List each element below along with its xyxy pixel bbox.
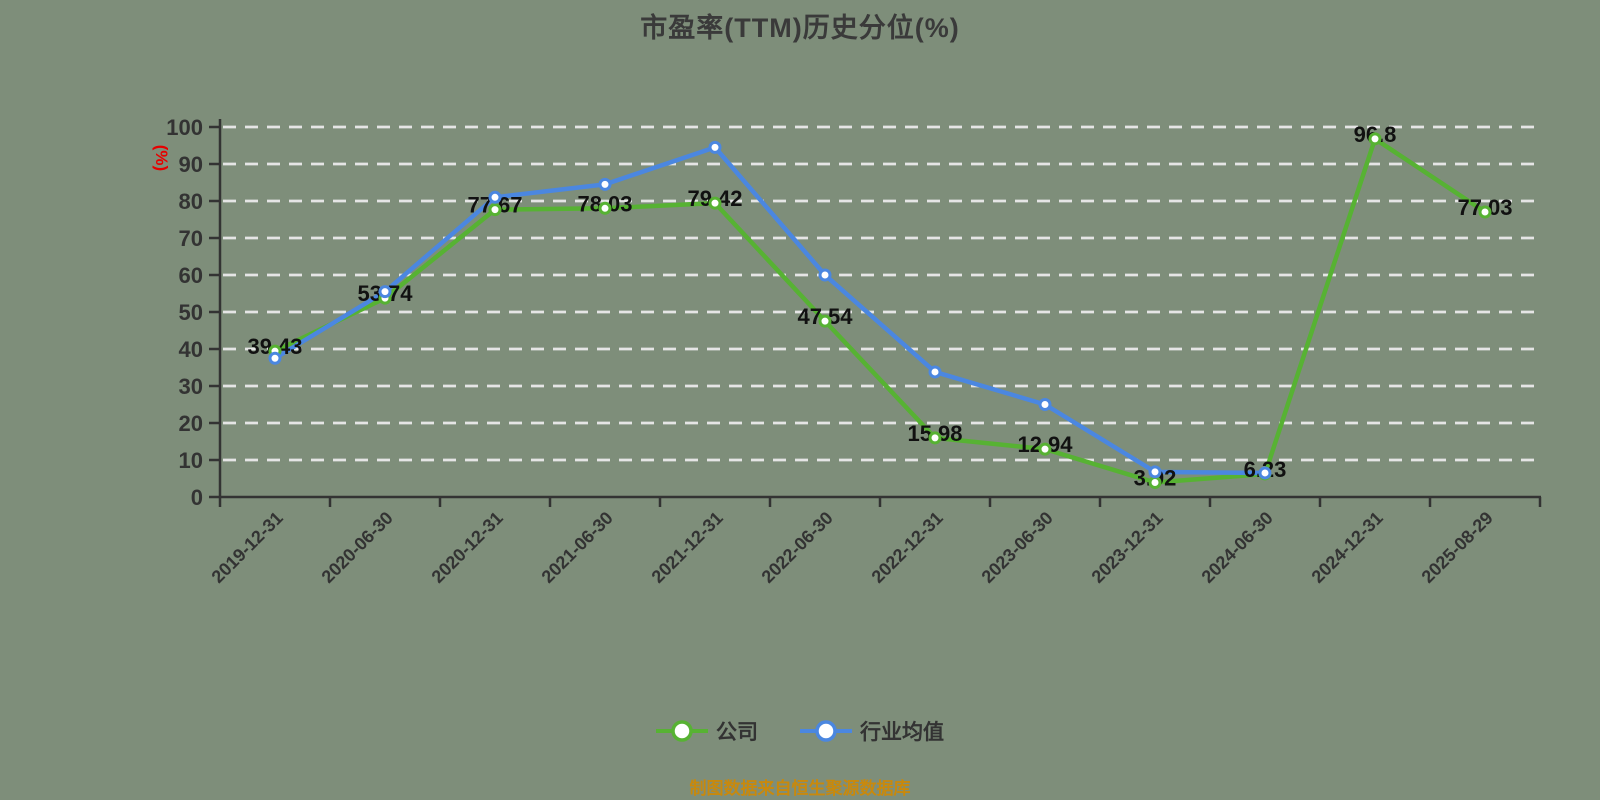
data-point-公司-2020-12-31[interactable]: [488, 203, 502, 217]
data-point-公司-2024-12-31[interactable]: [1368, 132, 1382, 146]
y-tick-label-10: 10: [179, 448, 203, 473]
legend-label-company: 公司: [716, 721, 758, 744]
series-line-行业均值: [272, 145, 1268, 476]
legend-item-company[interactable]: 公司: [656, 716, 758, 746]
x-axis-label-2021-12-31: 2021-12-31: [648, 508, 727, 587]
data-point-行业均值-2022-06-30[interactable]: [818, 268, 832, 282]
y-tick-label-70: 70: [179, 226, 203, 251]
company-line-marker-icon: [656, 720, 708, 742]
data-point-公司-2021-12-31[interactable]: [708, 196, 722, 210]
data-point-行业均值-2023-06-30[interactable]: [1038, 398, 1052, 411]
data-point-公司-2021-06-30[interactable]: [598, 201, 612, 215]
y-tick-label-20: 20: [179, 411, 203, 436]
data-point-行业均值-2021-12-31[interactable]: [708, 140, 722, 154]
x-axis-label-2024-12-31: 2024-12-31: [1308, 508, 1387, 587]
legend-item-industry[interactable]: 行业均值: [800, 716, 944, 746]
chart-title: 市盈率(TTM)历史分位(%): [640, 13, 960, 43]
data-point-行业均值-2023-12-31[interactable]: [1148, 465, 1162, 479]
x-axis-label-2025-08-29: 2025-08-29: [1418, 508, 1497, 587]
data-point-公司-2025-08-29[interactable]: [1478, 205, 1492, 219]
data-point-行业均值-2024-06-30[interactable]: [1258, 466, 1272, 480]
data-point-公司-2023-12-31[interactable]: [1148, 475, 1162, 489]
x-axis-label-2023-06-30: 2023-06-30: [978, 508, 1057, 587]
legend: 公司 行业均值: [0, 716, 1600, 746]
x-axis-label-2023-12-31: 2023-12-31: [1088, 508, 1167, 587]
y-tick-label-60: 60: [179, 263, 203, 288]
y-tick-label-40: 40: [179, 337, 203, 362]
data-point-行业均值-2020-06-30[interactable]: [378, 285, 392, 299]
x-axis-label-2020-06-30: 2020-06-30: [318, 508, 397, 587]
x-axis-label-2024-06-30: 2024-06-30: [1198, 508, 1277, 587]
y-tick-label-90: 90: [179, 152, 203, 177]
data-source-note: 制图数据来自恒生聚源数据库: [689, 779, 911, 798]
x-axis-label-2022-12-31: 2022-12-31: [868, 508, 947, 587]
data-point-行业均值-2019-12-31[interactable]: [268, 351, 282, 365]
x-axis-label-2019-12-31: 2019-12-31: [208, 508, 287, 587]
y-tick-label-100: 100: [166, 115, 203, 140]
x-axis-label-2020-12-31: 2020-12-31: [428, 508, 507, 587]
x-axis-label-2021-06-30: 2021-06-30: [538, 508, 617, 587]
y-tick-label-0: 0: [191, 485, 203, 510]
data-point-行业均值-2020-12-31[interactable]: [488, 190, 502, 204]
series-line-公司: [272, 136, 1488, 485]
y-tick-label-30: 30: [179, 374, 203, 399]
y-tick-label-50: 50: [179, 300, 203, 325]
data-point-行业均值-2022-12-31[interactable]: [928, 365, 942, 379]
data-point-公司-2023-06-30[interactable]: [1038, 442, 1052, 456]
industry-line-marker-icon: [800, 720, 852, 742]
y-tick-label-80: 80: [179, 189, 203, 214]
data-point-公司-2022-12-31[interactable]: [928, 431, 942, 445]
x-axis-label-2022-06-30: 2022-06-30: [758, 508, 837, 587]
data-point-公司-2022-06-30[interactable]: [818, 314, 832, 328]
legend-label-industry: 行业均值: [860, 721, 944, 744]
data-point-行业均值-2021-06-30[interactable]: [598, 177, 612, 191]
